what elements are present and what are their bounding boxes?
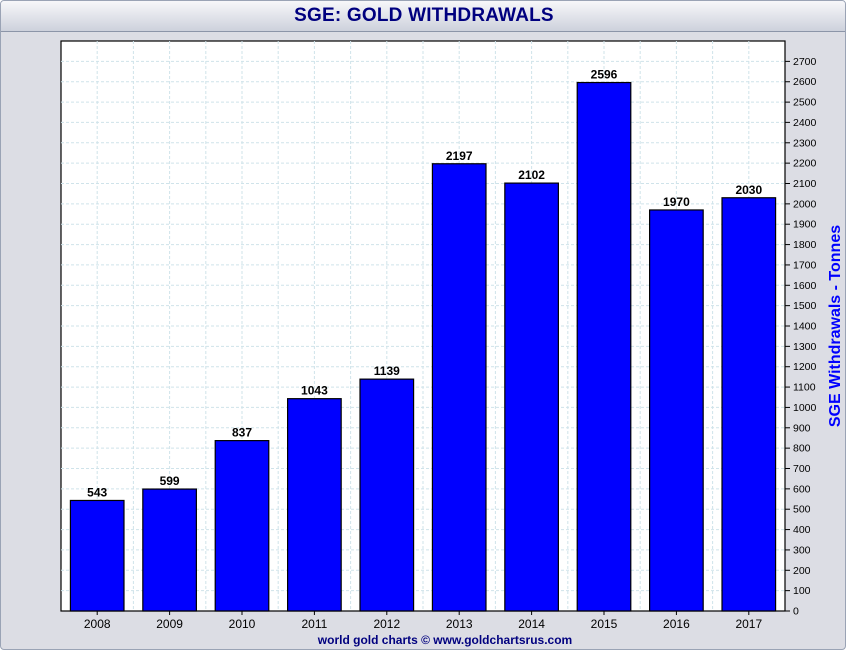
y-tick-label: 900: [793, 422, 811, 434]
x-tick-label: 2009: [156, 617, 183, 631]
x-tick-label: 2008: [84, 617, 111, 631]
x-tick-label: 2014: [518, 617, 545, 631]
data-label-2008: 543: [87, 485, 107, 499]
y-tick-label: 1200: [793, 361, 817, 373]
bar-2010: [214, 440, 270, 612]
x-tick-label: 2017: [735, 617, 762, 631]
y-tick-label: 1000: [793, 402, 817, 414]
y-tick-label: 2200: [793, 158, 817, 170]
bar-2012: [359, 378, 415, 612]
x-tick-label: 2013: [446, 617, 473, 631]
source-credit: world gold charts © www.goldchartsrus.co…: [317, 633, 573, 647]
bar-2011: [287, 398, 342, 612]
bar-2017: [721, 197, 777, 612]
y-tick-label: 1600: [793, 280, 817, 292]
y-tick-label: 100: [793, 585, 811, 597]
data-label-2013: 2197: [446, 149, 473, 163]
data-label-2010: 837: [232, 426, 252, 440]
y-tick-label: 2300: [793, 137, 817, 149]
y-tick-label: 2600: [793, 76, 817, 88]
chart-title: SGE: GOLD WITHDRAWALS: [294, 5, 554, 26]
y-tick-label: 1700: [793, 259, 817, 271]
y-tick-label: 800: [793, 443, 811, 455]
y-tick-label: 2500: [793, 97, 817, 109]
data-labels-group: 543 599 837 1043 1139 2197 2102 2596 1970 2030: [87, 68, 762, 500]
y-tick-label: 2700: [793, 56, 817, 68]
y-tick-label: 1500: [793, 300, 817, 312]
x-axis: 2008 2009 2010 2011 2012 2013 2014 2015 2016 2017: [84, 611, 762, 631]
bar-2016: [649, 209, 704, 612]
y-tick-label: 600: [793, 483, 811, 495]
data-label-2017: 2030: [735, 183, 762, 197]
bars-group: [69, 81, 777, 612]
y-tick-label: 1300: [793, 341, 817, 353]
y-tick-label: 1400: [793, 321, 817, 333]
x-tick-label: 2011: [301, 617, 327, 631]
y-tick-label: 300: [793, 544, 811, 556]
data-label-2011: 1043: [301, 384, 328, 398]
bar-2014: [504, 182, 559, 612]
data-label-2014: 2102: [518, 168, 545, 182]
y-tick-label: 1900: [793, 219, 817, 231]
bar-2008: [69, 499, 125, 612]
y-tick-label: 1800: [793, 239, 817, 251]
data-label-2012: 1139: [374, 364, 400, 378]
y-tick-label: 500: [793, 504, 811, 516]
y-tick-label: 700: [793, 463, 811, 475]
y-tick-label: 400: [793, 524, 811, 536]
y-axis: 0 100 200 300 400 500 600 700 800 900 1000 1100 1200…: [785, 56, 817, 618]
y-tick-label: 200: [793, 565, 811, 577]
y-axis-label: SGE Withdrawals - Tonnes: [827, 225, 844, 427]
bar-2015: [576, 81, 632, 612]
x-tick-label: 2010: [229, 617, 256, 631]
y-tick-label: 0: [793, 606, 799, 618]
y-tick-label: 2000: [793, 198, 817, 210]
data-label-2015: 2596: [591, 68, 618, 82]
x-tick-label: 2012: [373, 617, 400, 631]
bar-2013: [431, 163, 487, 612]
y-tick-label: 1100: [793, 382, 816, 394]
data-label-2009: 599: [160, 474, 180, 488]
x-tick-label: 2016: [663, 617, 690, 631]
x-tick-label: 2015: [591, 617, 618, 631]
y-tick-label: 2400: [793, 117, 817, 129]
data-label-2016: 1970: [663, 195, 690, 209]
y-tick-label: 2100: [793, 178, 817, 190]
title-bar: SGE: GOLD WITHDRAWALS: [1, 1, 845, 32]
bar-2009: [142, 488, 197, 612]
